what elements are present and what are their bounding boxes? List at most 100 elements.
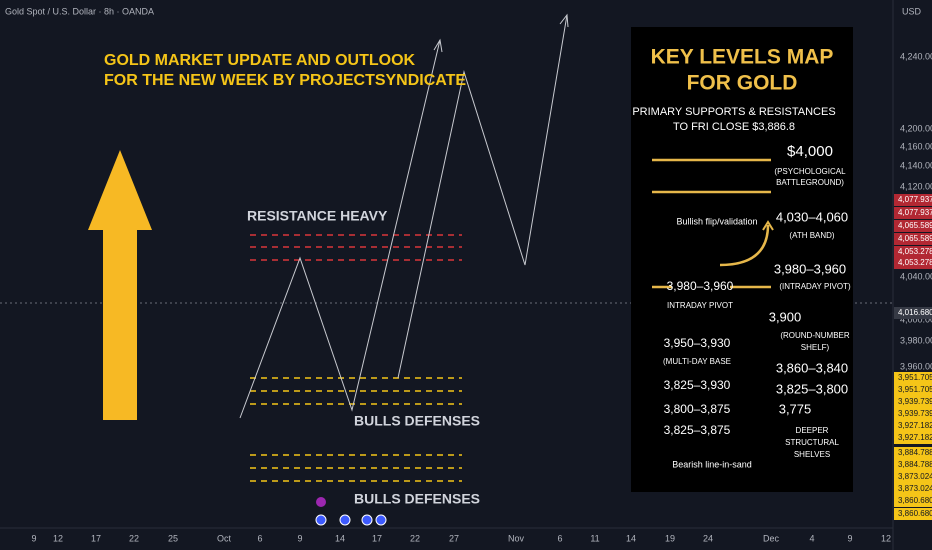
panel-item: 3,800–3,875 bbox=[664, 402, 731, 416]
panel-item: SHELF) bbox=[801, 343, 830, 352]
panel-subtitle: PRIMARY SUPPORTS & RESISTANCES bbox=[632, 106, 835, 118]
price-tag: 4,016.680 bbox=[898, 308, 932, 317]
price-tag: 3,884.788 bbox=[898, 448, 932, 457]
price-label: 4,120.000 bbox=[900, 181, 932, 191]
time-label: 27 bbox=[449, 533, 459, 543]
panel-item: STRUCTURAL bbox=[785, 438, 839, 447]
price-tag-bg bbox=[894, 246, 932, 258]
resistance-label: RESISTANCE HEAVY bbox=[247, 208, 388, 224]
panel-item: Bearish line-in-sand bbox=[672, 459, 752, 469]
flip-arrow-head bbox=[762, 220, 774, 231]
price-tag: 3,873.024 bbox=[898, 484, 932, 493]
time-label: Oct bbox=[217, 533, 232, 543]
key-levels-panel bbox=[631, 27, 853, 492]
price-tag-bg bbox=[894, 257, 932, 269]
price-label: 4,160.000 bbox=[900, 141, 932, 151]
panel-item: (INTRADAY PIVOT) bbox=[779, 282, 851, 291]
price-tag: 4,065.589 bbox=[898, 221, 932, 230]
panel-item: $4,000 bbox=[787, 143, 833, 160]
panel-item: 3,900 bbox=[769, 309, 802, 324]
panel-item: INTRADAY PIVOT bbox=[667, 301, 733, 310]
panel-item: 3,825–3,875 bbox=[664, 423, 731, 437]
price-tag: 3,884.788 bbox=[898, 460, 932, 469]
price-tag-bg bbox=[894, 432, 932, 444]
price-label: 3,980.000 bbox=[900, 335, 932, 345]
panel-item: Bullish flip/validation bbox=[676, 216, 757, 226]
price-label: 4,140.000 bbox=[900, 160, 932, 170]
price-label: 4,240.000 bbox=[900, 51, 932, 61]
time-label: 22 bbox=[410, 533, 420, 543]
price-tag-bg bbox=[894, 396, 932, 408]
panel-item: DEEPER bbox=[796, 426, 829, 435]
headline: GOLD MARKET UPDATE AND OUTLOOK bbox=[104, 52, 416, 69]
price-tag-bg bbox=[894, 220, 932, 232]
price-tag-bg bbox=[894, 495, 932, 507]
price-tag-bg bbox=[894, 459, 932, 471]
time-label: 6 bbox=[257, 533, 262, 543]
time-label: 11 bbox=[590, 533, 599, 543]
panel-item: SHELVES bbox=[794, 450, 830, 459]
price-tag-bg bbox=[894, 408, 932, 420]
price-tag: 4,065.589 bbox=[898, 234, 932, 243]
headline: FOR THE NEW WEEK BY PROJECTSYNDICATE bbox=[104, 72, 466, 89]
price-tag: 3,939.739 bbox=[898, 409, 932, 418]
panel-item: (ATH BAND) bbox=[789, 231, 835, 240]
price-tag: 3,939.739 bbox=[898, 397, 932, 406]
panel-item: 3,825–3,930 bbox=[664, 378, 731, 392]
flip-arrow bbox=[719, 224, 770, 267]
time-label: 17 bbox=[91, 533, 101, 543]
panel-item: 3,860–3,840 bbox=[776, 360, 848, 375]
panel-item: 3,980–3,960 bbox=[774, 261, 846, 276]
panel-item: 4,030–4,060 bbox=[776, 209, 848, 224]
price-label: 4,040.000 bbox=[900, 271, 932, 281]
price-tag: 3,860.680 bbox=[898, 496, 932, 505]
time-label: 19 bbox=[665, 533, 675, 543]
panel-title: KEY LEVELS MAP bbox=[651, 46, 834, 69]
bulls-label: BULLS DEFENSES bbox=[354, 413, 480, 429]
price-tag: 3,951.705 bbox=[898, 385, 932, 394]
bulls-label: BULLS DEFENSES bbox=[354, 491, 480, 507]
price-tag: 4,053.278 bbox=[898, 247, 932, 256]
price-tag: 4,053.278 bbox=[898, 258, 932, 267]
time-label: 24 bbox=[703, 533, 713, 543]
time-label: 12 bbox=[881, 533, 891, 543]
panel-item: 3,950–3,930 bbox=[664, 336, 731, 350]
price-tag-bg bbox=[894, 372, 932, 384]
price-tag-bg bbox=[894, 207, 932, 219]
time-label: Nov bbox=[508, 533, 525, 543]
time-label: Dec bbox=[763, 533, 780, 543]
panel-item: BATTLEGROUND) bbox=[776, 178, 844, 187]
currency: USD bbox=[902, 6, 922, 16]
projection-paths bbox=[239, 13, 569, 419]
panel-item: 3,775 bbox=[779, 401, 812, 416]
price-tag: 3,873.024 bbox=[898, 472, 932, 481]
time-label: 22 bbox=[129, 533, 139, 543]
event-icons bbox=[315, 497, 387, 526]
price-tag-bg bbox=[894, 233, 932, 245]
panel-subtitle: TO FRI CLOSE $3,886.8 bbox=[673, 121, 795, 133]
price-label: 3,960.000 bbox=[900, 361, 932, 371]
time-label: 9 bbox=[31, 533, 36, 543]
panel-item: (PSYCHOLOGICAL bbox=[774, 167, 846, 176]
panel-item: (MULTI-DAY BASE bbox=[663, 357, 731, 366]
price-label: 4,000.000 bbox=[900, 314, 932, 324]
price-tag: 3,951.705 bbox=[898, 373, 932, 382]
price-tag-bg bbox=[894, 508, 932, 520]
panel-item: (ROUND-NUMBER bbox=[780, 331, 850, 340]
price-tag: 3,927.182 bbox=[898, 421, 932, 430]
time-label: 14 bbox=[335, 533, 345, 543]
price-tag: 4,077.937 bbox=[898, 208, 932, 217]
price-tag: 4,077.937 bbox=[898, 195, 932, 204]
time-label: 14 bbox=[626, 533, 636, 543]
price-tag-bg bbox=[894, 194, 932, 206]
price-tag-bg bbox=[894, 471, 932, 483]
up-arrow bbox=[88, 150, 152, 420]
time-label: 9 bbox=[847, 533, 852, 543]
price-tag-bg bbox=[894, 307, 932, 319]
time-label: 4 bbox=[809, 533, 814, 543]
price-tag-bg bbox=[894, 384, 932, 396]
symbol-title: Gold Spot / U.S. Dollar · 8h · OANDA bbox=[5, 6, 154, 16]
time-label: 6 bbox=[557, 533, 562, 543]
